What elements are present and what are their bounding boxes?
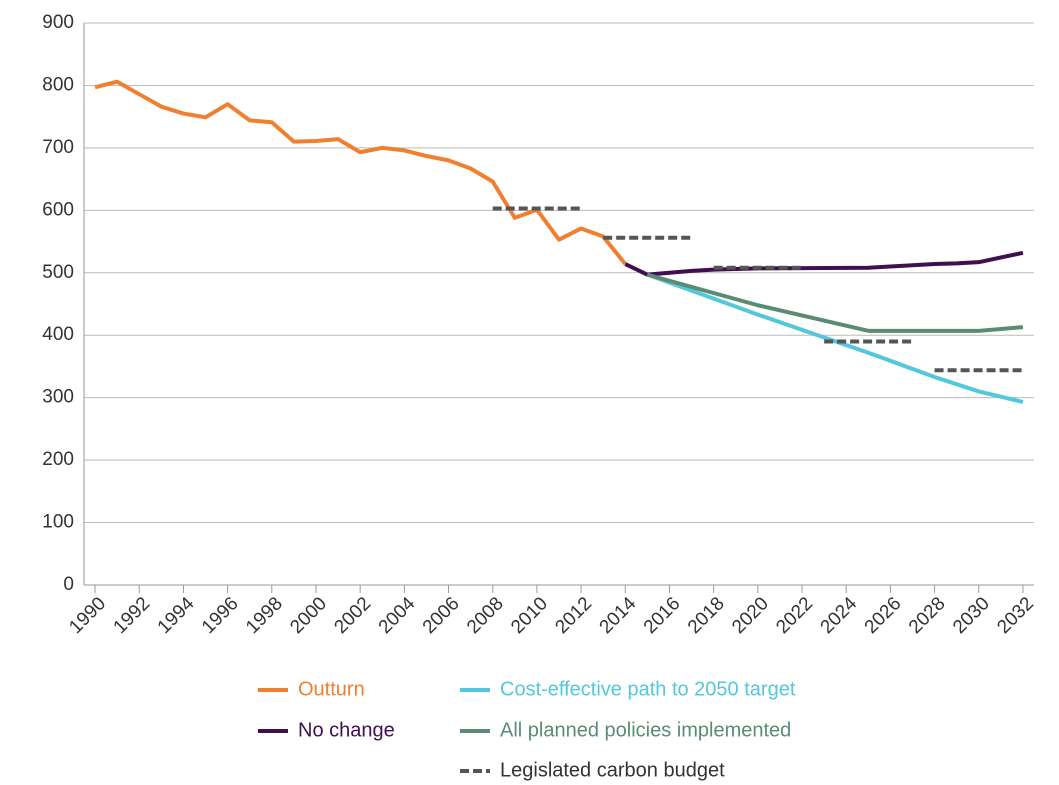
x-tick-label: 2032	[993, 593, 1038, 638]
x-tick-label: 2006	[419, 593, 464, 638]
y-tick-label: 400	[42, 324, 74, 345]
x-tick-label: 2030	[949, 593, 994, 638]
legend-label: All planned policies implemented	[500, 719, 791, 741]
x-tick-label: 2002	[330, 593, 375, 638]
legend-label: Legislated carbon budget	[500, 759, 725, 781]
x-tick-label: 2008	[463, 593, 508, 638]
y-tick-label: 800	[42, 74, 74, 95]
y-tick-label: 200	[42, 449, 74, 470]
y-tick-label: 0	[63, 574, 74, 595]
x-tick-label: 2020	[728, 593, 773, 638]
y-tick-label: 700	[42, 137, 74, 158]
x-tick-label: 2018	[684, 593, 729, 638]
series-line	[624, 250, 1024, 277]
x-tick-label: 2028	[905, 593, 950, 638]
x-tick-label: 1990	[65, 593, 110, 638]
y-tick-label: 300	[42, 387, 74, 408]
y-tick-label: 600	[42, 199, 74, 220]
x-tick-label: 2000	[286, 593, 331, 638]
y-tick-label: 900	[42, 12, 74, 33]
legend-label: Outturn	[298, 678, 365, 700]
x-tick-label: 2016	[640, 593, 685, 638]
legend-label: Cost-effective path to 2050 target	[500, 678, 796, 700]
legend-label: No change	[298, 719, 395, 741]
x-tick-label: 1996	[198, 593, 243, 638]
x-tick-label: 2026	[861, 593, 906, 638]
series-line	[646, 272, 1024, 333]
x-tick-label: 2004	[375, 593, 420, 638]
x-tick-label: 2024	[817, 593, 862, 638]
x-tick-label: 1998	[242, 593, 287, 638]
x-tick-label: 2010	[507, 593, 552, 638]
x-tick-label: 2012	[551, 593, 596, 638]
y-tick-label: 500	[42, 262, 74, 283]
series-line	[94, 79, 627, 266]
x-tick-label: 1992	[110, 593, 155, 638]
series-line	[646, 272, 1024, 404]
x-tick-label: 2014	[596, 593, 641, 638]
x-tick-label: 2022	[772, 593, 817, 638]
y-tick-label: 100	[42, 512, 74, 533]
x-tick-label: 1994	[154, 593, 199, 638]
